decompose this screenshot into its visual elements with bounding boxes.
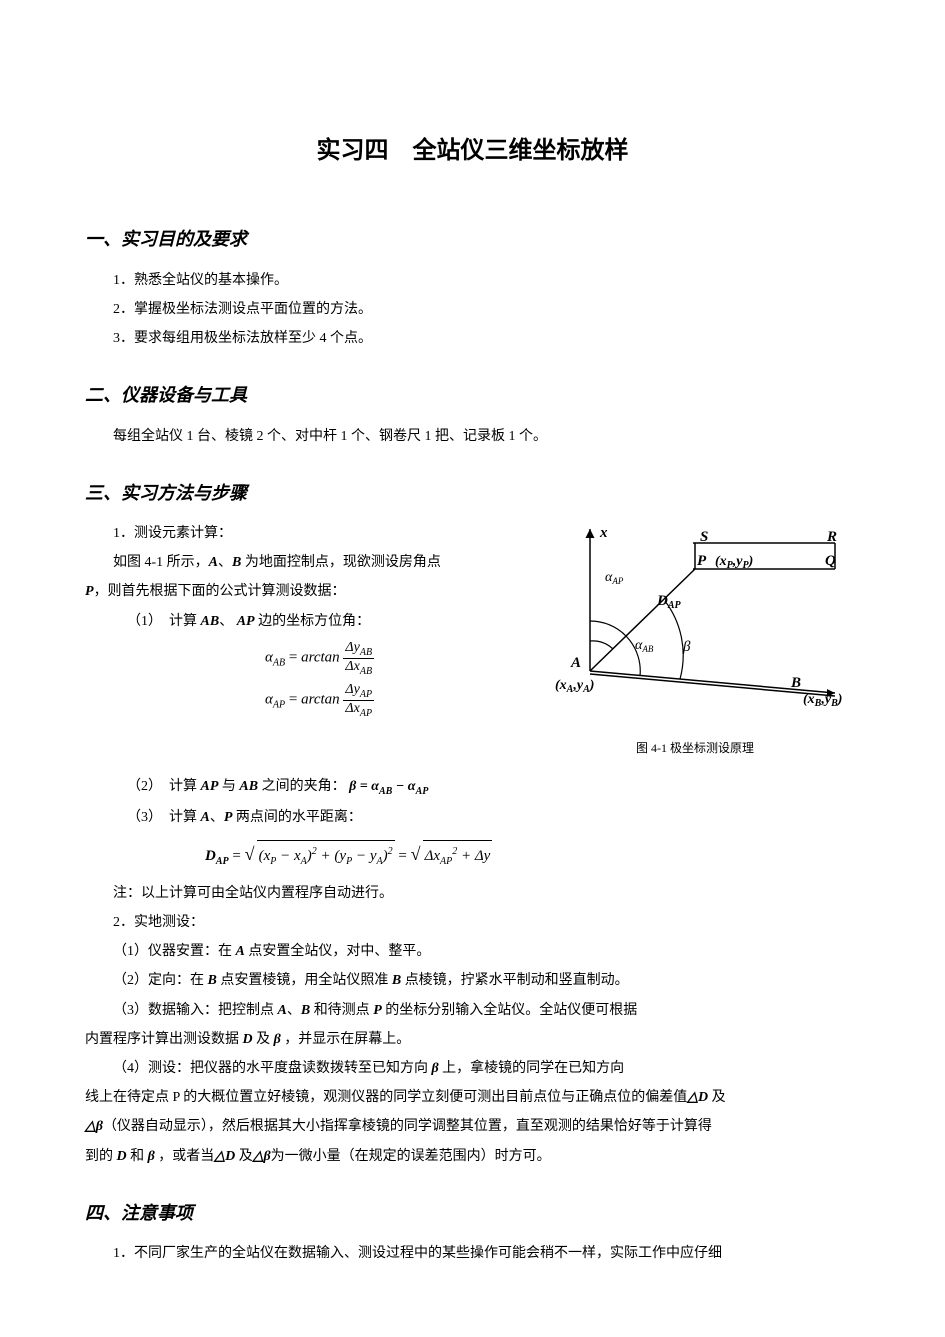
body-text: 2．实地测设： — [85, 910, 860, 935]
body-text: （4）测设：把仪器的水平度盘读数拨转至已知方向 β 上，拿棱镜的同学在已知方向 — [85, 1056, 860, 1081]
svg-text:(xA,yA): (xA,yA) — [555, 678, 594, 695]
body-text: 内置程序计算出测设数据 D 及 β ，并显示在屏幕上。 — [85, 1027, 860, 1052]
svg-text:x: x — [599, 525, 608, 541]
list-item: 2．掌握极坐标法测设点平面位置的方法。 — [85, 297, 860, 322]
formula-dap: DAP = (xP − xA)2 + (yP − yA)2 = ΔxAP2 + … — [205, 840, 860, 871]
svg-text:Q: Q — [825, 553, 836, 569]
svg-text:R: R — [826, 529, 837, 545]
svg-text:β: β — [682, 639, 691, 655]
step-3: （3） 计算 A、P 两点间的水平距离： — [85, 805, 860, 830]
polar-coord-diagram: x A (xA,yA) B (xB,yB) S R P (xP,yP) Q — [535, 521, 855, 721]
body-text: （3）数据输入：把控制点 A、B 和待测点 P 的坐标分别输入全站仪。全站仪便可… — [85, 998, 860, 1023]
section-1-heading: 一、实习目的及要求 — [85, 223, 860, 255]
section-4-heading: 四、注意事项 — [85, 1197, 860, 1229]
body-text: △β（仪器自动显示），然后根据其大小指挥拿棱镜的同学调整其位置，直至观测的结果恰… — [85, 1114, 860, 1139]
section-2-heading: 二、仪器设备与工具 — [85, 379, 860, 411]
body-text: （2）定向：在 B 点安置棱镜，用全站仪照准 B 点棱镜，拧紧水平制动和竖直制动… — [85, 968, 860, 993]
svg-text:A: A — [570, 655, 581, 671]
body-text: 到的 D 和 β ，或者当△D 及△β为一微小量（在规定的误差范围内）时方可。 — [85, 1144, 860, 1169]
svg-text:P: P — [697, 553, 707, 569]
svg-text:DAP: DAP — [656, 593, 682, 611]
svg-text:(xP,yP): (xP,yP) — [715, 554, 753, 571]
note-text: 注：以上计算可由全站仪内置程序自动进行。 — [85, 881, 860, 906]
svg-text:αAB: αAB — [635, 638, 654, 654]
list-item: 3．要求每组用极坐标法放样至少 4 个点。 — [85, 326, 860, 351]
list-item: 1．不同厂家生产的全站仪在数据输入、测设过程中的某些操作可能会稍不一样，实际工作… — [85, 1241, 860, 1266]
svg-text:αAP: αAP — [605, 570, 624, 586]
svg-text:(xB,yB): (xB,yB) — [803, 692, 842, 709]
svg-text:B: B — [790, 675, 801, 691]
step-2: （2） 计算 AP 与 AB 之间的夹角： β = αAB − αAP — [85, 774, 860, 801]
list-item: 1．熟悉全站仪的基本操作。 — [85, 268, 860, 293]
body-text: 线上在待定点 P 的大概位置立好棱镜，观测仪器的同学立刻便可测出目前点位与正确点… — [85, 1085, 860, 1110]
body-text: 每组全站仪 1 台、棱镜 2 个、对中杆 1 个、钢卷尺 1 把、记录板 1 个… — [85, 424, 860, 449]
figure-caption: 图 4-1 极坐标测设原理 — [530, 738, 860, 760]
page-title: 实习四 全站仪三维坐标放样 — [85, 130, 860, 173]
svg-text:S: S — [700, 529, 708, 545]
section-3-heading: 三、实习方法与步骤 — [85, 477, 860, 509]
body-text: （1）仪器安置：在 A 点安置全站仪，对中、整平。 — [85, 939, 860, 964]
figure-4-1: x A (xA,yA) B (xB,yB) S R P (xP,yP) Q — [530, 521, 860, 760]
